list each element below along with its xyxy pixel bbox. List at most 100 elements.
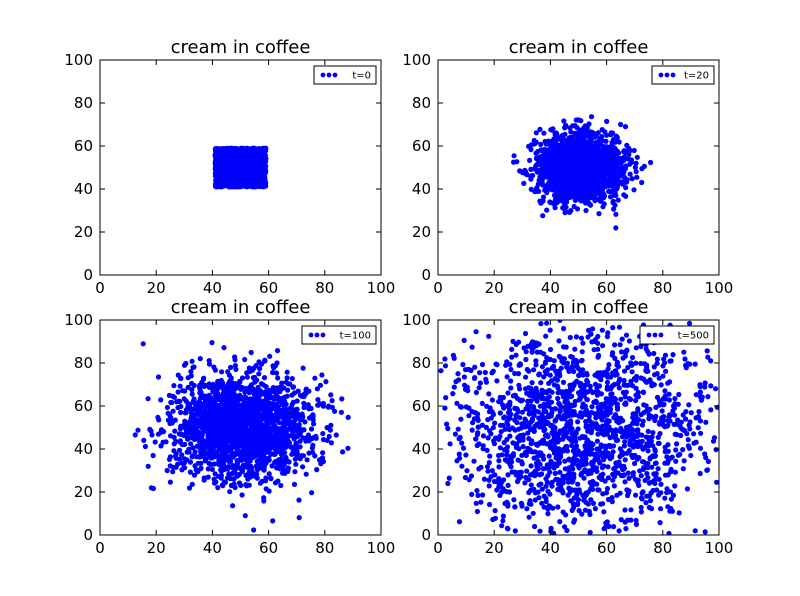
scatter-point: [173, 464, 179, 470]
scatter-point: [528, 176, 534, 182]
scatter-point: [577, 127, 583, 133]
scatter-point: [296, 515, 302, 521]
scatter-point: [275, 375, 281, 381]
scatter-point: [238, 176, 244, 182]
legend-box: [651, 65, 715, 85]
scatter-point: [248, 349, 254, 356]
scatter-point: [569, 162, 575, 169]
scatter-point: [537, 154, 544, 160]
y-tick-label: 100: [64, 51, 93, 69]
x-tick-label: 60: [597, 279, 616, 297]
scatter-point: [235, 167, 241, 173]
y-tick-label: 40: [74, 180, 93, 198]
scatter-point: [279, 452, 285, 458]
scatter-point: [244, 162, 250, 169]
scatter-point: [540, 194, 547, 200]
scatter-point: [615, 197, 621, 203]
scatter-point: [544, 149, 550, 155]
scatter-point: [593, 174, 599, 181]
scatter-point: [511, 153, 517, 159]
scatter-point: [588, 152, 594, 158]
scatter-point: [611, 136, 617, 142]
scatter-point: [274, 360, 280, 366]
scatter-point: [627, 148, 633, 154]
scatter-point: [247, 396, 254, 402]
scatter-point: [222, 167, 228, 173]
scatter-point: [619, 180, 625, 186]
scatter-point: [328, 392, 334, 398]
scatter-point: [284, 369, 290, 375]
scatter-point: [566, 135, 572, 141]
scatter-point: [205, 466, 211, 472]
scatter-point: [561, 118, 567, 124]
scatter-point: [599, 127, 605, 133]
scatter-point: [233, 366, 239, 372]
scatter-point: [254, 150, 260, 156]
scatter-point: [216, 180, 222, 186]
scatter-point: [177, 456, 183, 462]
scatter-point: [240, 147, 246, 153]
scatter-point: [304, 457, 310, 463]
scatter-point: [633, 160, 639, 166]
scatter-point: [539, 148, 545, 154]
scatter-points: [132, 340, 351, 533]
scatter-point: [622, 124, 629, 130]
scatter-point: [254, 169, 261, 175]
scatter-point: [580, 151, 587, 157]
x-tick-label: 100: [367, 279, 396, 297]
scatter-point: [578, 155, 584, 161]
scatter-point: [619, 166, 626, 172]
scatter-point: [227, 471, 233, 477]
scatter-point: [648, 159, 654, 166]
scatter-point: [578, 174, 584, 180]
legend-label: t=20: [684, 71, 709, 82]
scatter-point: [333, 432, 339, 438]
scatter-point: [215, 170, 221, 176]
scatter-point: [549, 151, 555, 157]
scatter-point: [536, 188, 542, 194]
scatter-point: [551, 201, 558, 207]
scatter-point: [573, 174, 580, 180]
scatter-point: [132, 432, 138, 438]
scatter-point: [602, 182, 609, 188]
scatter-point: [578, 136, 584, 142]
scatter-point: [596, 211, 602, 217]
scatter-point: [561, 190, 567, 196]
scatter-point: [531, 137, 537, 144]
scatter-point: [541, 130, 547, 136]
scatter-points: [510, 114, 654, 231]
scatter-point: [245, 149, 251, 155]
scatter-point: [534, 162, 540, 168]
scatter-point: [528, 166, 534, 172]
scatter-point: [600, 192, 606, 198]
scatter-point: [181, 396, 187, 402]
y-tick-label: 80: [412, 94, 431, 112]
scatter-point: [292, 456, 298, 462]
scatter-point: [258, 161, 264, 167]
scatter-point: [564, 152, 571, 158]
scatter-point: [219, 156, 226, 162]
scatter-point: [568, 144, 574, 150]
y-tick-label: 20: [74, 223, 93, 241]
scatter-point: [230, 503, 236, 509]
scatter-point: [303, 471, 309, 477]
scatter-point: [558, 172, 564, 178]
scatter-point: [251, 176, 257, 182]
scatter-point: [558, 181, 564, 187]
scatter-point: [135, 427, 141, 433]
legend: t=0: [313, 65, 377, 85]
scatter-point: [590, 180, 596, 186]
scatter-point: [520, 170, 526, 176]
scatter-point: [623, 185, 629, 191]
scatter-point: [152, 439, 158, 445]
legend-marker: [332, 72, 338, 78]
scatter-point: [149, 432, 155, 438]
scatter-point: [574, 160, 580, 166]
y-tick-label: 40: [412, 180, 431, 198]
scatter-point: [568, 129, 574, 135]
scatter-point: [586, 121, 592, 127]
scatter-point: [611, 183, 617, 189]
